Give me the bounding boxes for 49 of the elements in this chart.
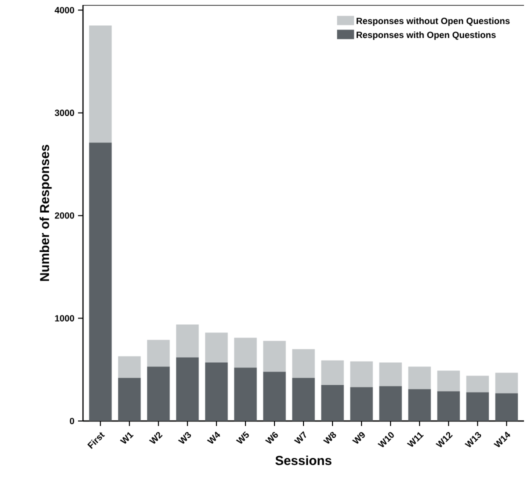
bar xyxy=(205,362,228,421)
bar xyxy=(147,340,170,367)
x-tick-label: W7 xyxy=(294,431,306,444)
bar xyxy=(234,338,257,368)
y-tick-label: 0 xyxy=(70,418,74,424)
y-tick-label: 2000 xyxy=(54,212,74,219)
y-tick-label: 1000 xyxy=(55,315,74,322)
bar xyxy=(466,392,489,421)
y-axis-title: Number of Responses xyxy=(40,144,52,281)
bar xyxy=(176,324,199,358)
y-tick-label: 3000 xyxy=(54,110,74,116)
bar xyxy=(234,368,257,421)
x-tick-label: W4 xyxy=(206,432,220,444)
bar xyxy=(118,356,141,378)
legend-label: Responses without Open Questions xyxy=(356,18,510,26)
bar xyxy=(379,386,402,421)
bar xyxy=(495,393,518,421)
legend-label: Responses with Open Questions xyxy=(356,31,496,40)
x-axis-title: Sessions xyxy=(275,456,332,466)
bar xyxy=(147,366,170,421)
bar xyxy=(176,357,199,421)
x-tick-label: W3 xyxy=(178,432,191,444)
bar xyxy=(437,391,460,421)
x-tick-label: W2 xyxy=(149,432,163,444)
bar xyxy=(379,362,402,386)
bar xyxy=(263,372,286,421)
bar xyxy=(321,385,344,421)
bar xyxy=(118,378,141,421)
bar xyxy=(350,387,373,421)
bar xyxy=(437,370,460,392)
bar xyxy=(408,389,431,421)
bar xyxy=(205,332,228,362)
x-tick-label: W5 xyxy=(236,431,249,444)
bar xyxy=(350,361,373,388)
bar xyxy=(263,340,286,372)
x-tick-label: W6 xyxy=(265,432,278,444)
bar xyxy=(89,142,112,421)
bar xyxy=(466,376,489,392)
bar xyxy=(89,26,112,143)
y-tick-label: 4000 xyxy=(54,6,74,14)
x-tick-label: W8 xyxy=(323,432,336,444)
x-tick-label: W11 xyxy=(406,432,424,447)
x-tick-label: W1 xyxy=(120,432,134,444)
bar xyxy=(408,366,431,390)
bar xyxy=(321,360,344,386)
x-tick-label: W9 xyxy=(352,432,365,444)
bar xyxy=(292,349,315,378)
bar xyxy=(292,378,315,421)
bar xyxy=(495,372,518,394)
